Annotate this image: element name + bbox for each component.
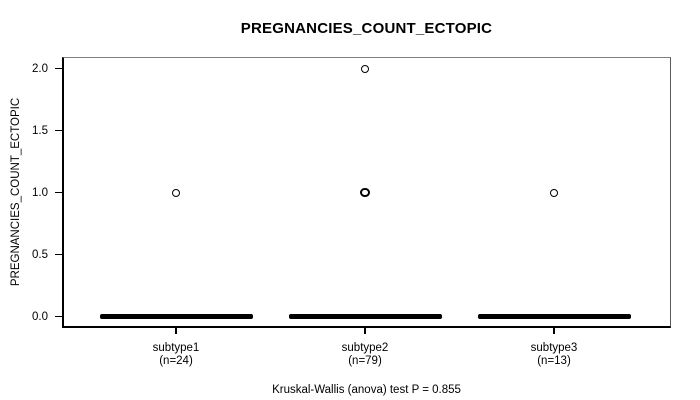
- x-category-label: subtype1 (n=24): [101, 342, 251, 367]
- y-tick-label: 0.0: [32, 310, 48, 323]
- median-line: [99, 314, 253, 319]
- y-tick-mark: [55, 253, 62, 256]
- y-tick-mark: [55, 315, 62, 318]
- x-category-label: subtype2 (n=79): [290, 342, 440, 367]
- x-category-label: subtype3 (n=13): [479, 342, 629, 367]
- y-tick-label: 1.5: [32, 124, 48, 137]
- chart-title: PREGNANCIES_COUNT_ECTOPIC: [240, 20, 493, 37]
- median-line: [288, 314, 442, 319]
- outlier-point: [550, 188, 558, 197]
- median-line: [477, 314, 631, 319]
- x-tick-mark: [175, 327, 177, 334]
- y-tick-mark: [55, 129, 62, 132]
- category-name: subtype1: [152, 342, 200, 354]
- category-count: (n=79): [348, 354, 382, 367]
- x-tick-mark: [553, 327, 555, 334]
- category-count: (n=13): [537, 354, 571, 367]
- outlier-point: [361, 64, 369, 73]
- outlier-point: [360, 187, 370, 198]
- category-name: subtype3: [530, 342, 578, 354]
- y-tick-label: 0.5: [32, 248, 48, 261]
- outlier-point: [172, 188, 180, 197]
- y-tick-label: 1.0: [32, 186, 48, 199]
- category-count: (n=24): [159, 354, 193, 367]
- y-tick-mark: [55, 67, 62, 70]
- y-tick-label: 2.0: [32, 62, 48, 75]
- y-tick-mark: [55, 191, 62, 194]
- stat-test-caption: Kruskal-Wallis (anova) test P = 0.855: [272, 384, 461, 396]
- x-tick-mark: [364, 327, 366, 334]
- category-name: subtype2: [341, 342, 389, 354]
